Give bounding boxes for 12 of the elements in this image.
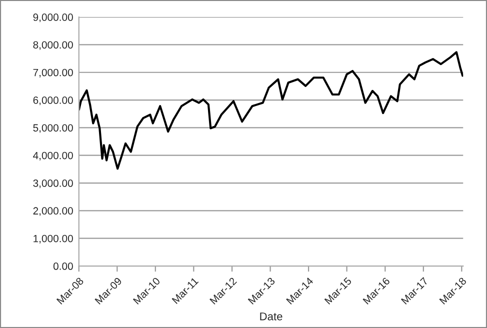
line-series (78, 51, 464, 170)
y-tick-label: 9,000.00 (33, 14, 73, 22)
y-tick-label: 2,000.00 (33, 207, 73, 216)
y-tick-label: 0.00 (53, 262, 73, 270)
y-tick-label: 1,000.00 (34, 234, 73, 244)
y-tick-label: 3,000.00 (33, 180, 73, 188)
y-tick-label: 7,000.00 (33, 68, 73, 78)
x-axis-title: Date (260, 312, 282, 320)
y-tick-label: 4,000.00 (33, 152, 73, 160)
y-tick-label: 8,000.00 (33, 41, 73, 50)
y-tick-label: 6,000.00 (33, 96, 73, 106)
y-tick-label: 5,000.00 (33, 124, 73, 133)
